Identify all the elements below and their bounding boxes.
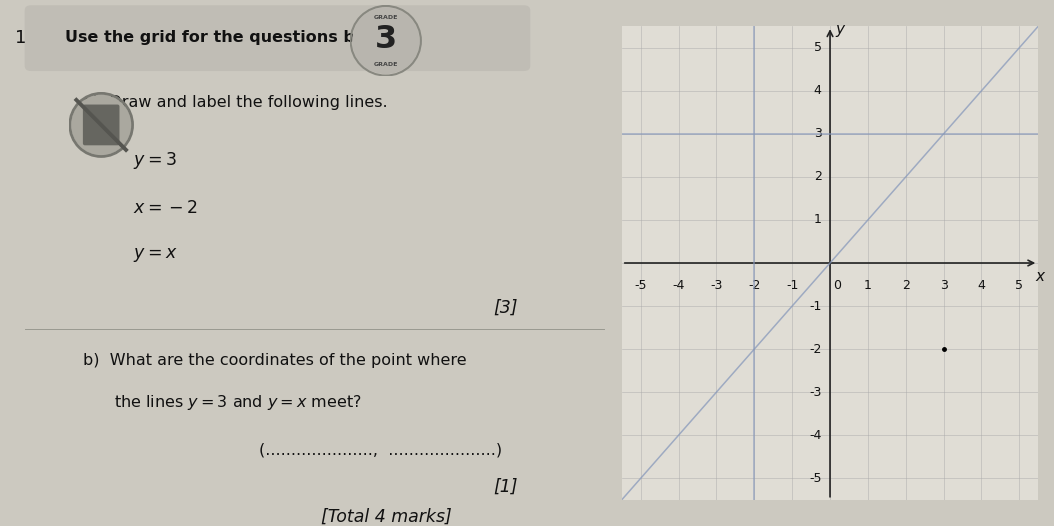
- Text: -3: -3: [710, 279, 723, 292]
- Text: 4: 4: [814, 84, 822, 97]
- Text: -2: -2: [809, 342, 822, 356]
- Text: b)  What are the coordinates of the point where: b) What are the coordinates of the point…: [83, 353, 467, 368]
- Text: $\mathit{y=x}$: $\mathit{y=x}$: [133, 246, 177, 264]
- Text: -1: -1: [809, 299, 822, 312]
- Text: Use the grid for the questions below.: Use the grid for the questions below.: [64, 31, 402, 45]
- Text: -2: -2: [748, 279, 761, 292]
- Text: $x$: $x$: [1035, 269, 1047, 284]
- Text: [Total 4 marks]: [Total 4 marks]: [320, 508, 451, 525]
- Text: -5: -5: [635, 279, 647, 292]
- FancyBboxPatch shape: [24, 5, 530, 71]
- Text: -4: -4: [809, 429, 822, 442]
- FancyBboxPatch shape: [83, 105, 119, 145]
- Text: a)  Draw and label the following lines.: a) Draw and label the following lines.: [83, 95, 388, 110]
- Circle shape: [71, 95, 132, 155]
- Text: 1: 1: [814, 214, 822, 227]
- Text: [1]: [1]: [493, 478, 518, 495]
- Text: $y$: $y$: [836, 24, 847, 39]
- Text: 5: 5: [814, 42, 822, 54]
- Text: [3]: [3]: [493, 299, 518, 317]
- Text: the lines $y = 3$ and $y = x$ meet?: the lines $y = 3$ and $y = x$ meet?: [114, 393, 362, 412]
- Text: (.....................,  .....................): (....................., ................…: [259, 442, 502, 457]
- Text: -5: -5: [809, 472, 822, 484]
- Text: 5: 5: [1015, 279, 1023, 292]
- Text: -4: -4: [672, 279, 685, 292]
- Text: $\mathit{y=3}$: $\mathit{y=3}$: [133, 150, 176, 171]
- Text: $\mathit{x=−2}$: $\mathit{x=−2}$: [133, 199, 197, 217]
- Text: 0: 0: [833, 279, 841, 292]
- Text: GRADE: GRADE: [373, 62, 398, 67]
- Text: GRADE: GRADE: [373, 15, 398, 20]
- Text: 2: 2: [814, 170, 822, 184]
- Text: -3: -3: [809, 386, 822, 399]
- Text: 3: 3: [814, 127, 822, 140]
- Text: 2: 2: [902, 279, 910, 292]
- Text: 3: 3: [375, 24, 396, 55]
- Text: 4: 4: [977, 279, 985, 292]
- Text: 1: 1: [864, 279, 872, 292]
- Circle shape: [352, 7, 419, 74]
- Text: -1: -1: [786, 279, 798, 292]
- Text: 1: 1: [16, 29, 26, 47]
- Text: 3: 3: [939, 279, 948, 292]
